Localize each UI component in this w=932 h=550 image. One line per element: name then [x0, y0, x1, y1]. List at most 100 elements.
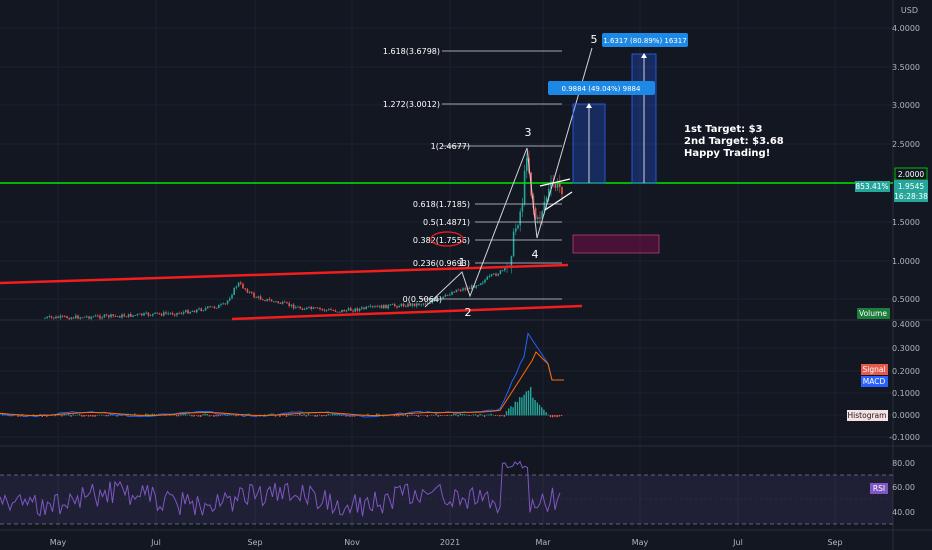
candle-body [257, 296, 260, 298]
candle-body [365, 306, 367, 309]
histogram-bar [417, 415, 420, 417]
histogram-bar [193, 415, 195, 417]
zone-rectangle[interactable] [572, 234, 660, 254]
candle-body [482, 282, 484, 284]
candle-body [75, 315, 77, 319]
fib-lines[interactable] [420, 50, 562, 300]
candle-body [202, 310, 205, 311]
histogram-bar [532, 397, 534, 416]
histogram-bar [94, 415, 96, 417]
rsi-tag[interactable] [870, 483, 888, 494]
histogram-bar [499, 415, 501, 417]
candle-body [534, 208, 537, 219]
histogram-bar [321, 415, 323, 417]
elliott-wave-path[interactable] [424, 47, 593, 308]
candle-body [182, 312, 185, 314]
histogram-bar [312, 414, 314, 416]
histogram-bar [453, 413, 455, 416]
candle-body [486, 276, 488, 280]
candle-body [114, 315, 117, 317]
histogram-bar [81, 415, 83, 417]
change-pct-tag [855, 181, 890, 192]
histogram-bar [422, 415, 424, 416]
histogram-bar [519, 397, 521, 416]
candle-body [57, 316, 59, 318]
target-label-box-2[interactable] [602, 33, 688, 47]
candle-body [418, 303, 420, 306]
histogram-bar [395, 415, 398, 417]
channel-upper-line[interactable] [0, 263, 569, 285]
histogram-bar [41, 415, 43, 417]
candle-body [510, 256, 513, 267]
target-label-box-1[interactable] [548, 81, 655, 95]
rsi-label: RSI [873, 484, 885, 493]
candle-body [259, 296, 262, 300]
candle-body [165, 312, 167, 314]
macd-tag[interactable] [861, 376, 888, 387]
candle-body [132, 315, 134, 317]
histogram-bar [301, 415, 303, 417]
histogram-bar [486, 414, 488, 416]
histogram-bar [63, 413, 65, 416]
candle-body [154, 312, 156, 314]
histogram-tag[interactable] [847, 410, 888, 421]
channel-lower-line[interactable] [231, 304, 583, 321]
candle-body [86, 316, 88, 318]
histogram-bar [409, 415, 411, 416]
candle-body [550, 181, 552, 189]
candle-body [127, 313, 130, 318]
histogram-bar [169, 415, 171, 416]
histogram-bar [222, 414, 224, 416]
candle-body [501, 270, 504, 272]
candle-body [290, 304, 293, 307]
candle-body [490, 274, 493, 276]
volume-tag[interactable] [857, 308, 890, 319]
histogram-bar [457, 415, 459, 417]
candle-body [328, 309, 330, 310]
rsi-axis-ticks: 80.00 60.00 40.00 [892, 459, 915, 517]
candle-body [226, 300, 229, 304]
histogram-bar [105, 415, 107, 417]
candle-body [495, 273, 497, 276]
histogram-bar [325, 415, 327, 417]
candle-body [180, 313, 183, 315]
candle-body [281, 301, 284, 304]
arrow-up-icon [641, 53, 647, 58]
histogram-bar [101, 414, 103, 416]
highlight-ellipse[interactable] [430, 231, 464, 247]
candle-body [125, 316, 128, 318]
candle-body [396, 305, 398, 308]
candle-body [422, 303, 425, 305]
histogram-bar [226, 415, 228, 416]
histogram-bar [527, 390, 530, 416]
candle-body [68, 318, 70, 320]
histogram-bar [87, 415, 90, 417]
histogram-bar [310, 415, 312, 416]
candle-body [211, 306, 213, 308]
wedge-line-bottom[interactable] [544, 191, 573, 211]
fib-label-1618: 1.618(3.6798) [383, 47, 440, 56]
signal-tag[interactable] [861, 364, 888, 375]
candle-body [152, 313, 154, 316]
histogram-bar [376, 413, 378, 416]
candle-body [240, 282, 242, 284]
candle-body [204, 308, 207, 311]
candle-body [130, 313, 132, 317]
candle-body [171, 313, 174, 315]
histogram-bar [228, 414, 230, 416]
price-tick: 0.5000 [892, 295, 920, 304]
candle-body [83, 316, 86, 318]
candle-body [185, 310, 187, 313]
candle-body [400, 303, 403, 307]
candle-body [380, 305, 383, 309]
histogram-bar [149, 414, 151, 416]
wedge-line-top[interactable] [539, 178, 571, 187]
histogram-bar [103, 415, 105, 416]
candle-body [156, 312, 158, 314]
histogram-bar [446, 415, 448, 417]
histogram-bar [514, 401, 516, 416]
candle-body [178, 312, 180, 314]
candle-body [143, 313, 145, 316]
macd-tick: 0.4000 [892, 320, 920, 329]
